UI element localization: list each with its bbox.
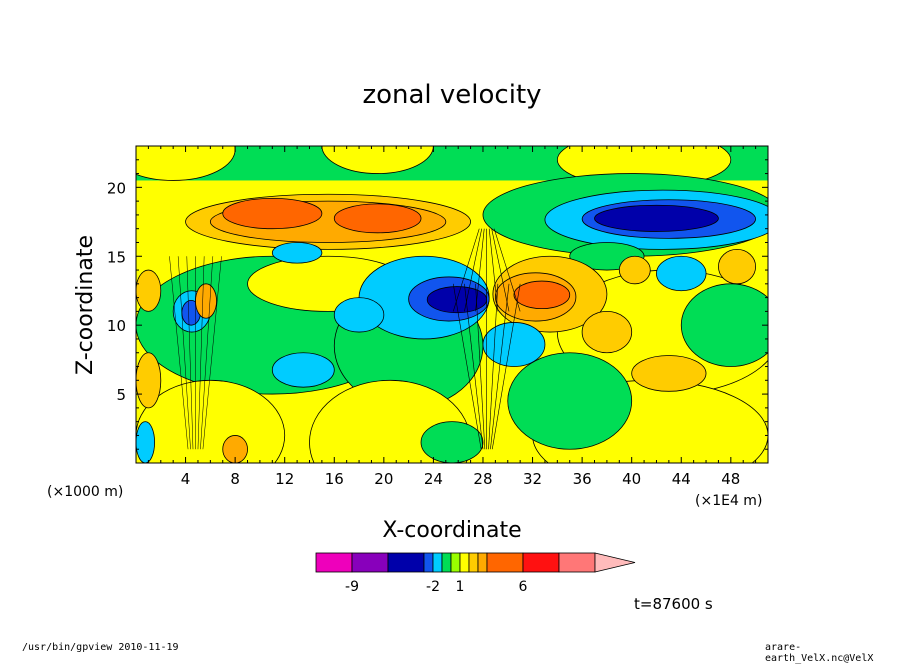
colorbar-swatch xyxy=(558,552,596,573)
contour-line xyxy=(493,228,521,312)
x-tick-label: 12 xyxy=(275,470,294,488)
colorbar-label: -9 xyxy=(345,579,359,595)
contour-line xyxy=(169,256,189,450)
contour-region xyxy=(195,283,217,319)
colorbar-swatch xyxy=(477,552,488,573)
contour-fill xyxy=(136,146,768,463)
contour-region xyxy=(136,146,236,181)
contour-region xyxy=(507,352,633,450)
colorbar-swatch xyxy=(351,552,389,573)
contour-region xyxy=(718,248,757,285)
contour-line xyxy=(177,256,191,450)
x-tick-label: 28 xyxy=(473,470,492,488)
contour-line xyxy=(491,283,521,450)
contour-region xyxy=(333,297,385,333)
x-tick-label: 4 xyxy=(181,470,191,488)
contour-line xyxy=(488,283,499,450)
contour-region xyxy=(271,242,323,264)
y-axis-label: Z-coordinate xyxy=(73,235,98,375)
contour-line xyxy=(475,228,485,312)
colorbar-swatch xyxy=(387,552,425,573)
contour-line xyxy=(464,283,484,450)
y-tick-label: 15 xyxy=(107,248,126,266)
contour-region xyxy=(618,255,651,285)
contour-region xyxy=(222,197,323,230)
contour-line xyxy=(475,283,486,450)
colorbar-swatch xyxy=(459,552,470,573)
time-label: t=87600 s xyxy=(634,595,713,613)
contour-region xyxy=(482,322,546,367)
footer-right: arare-earth_VelX.nc@VelX xyxy=(765,642,874,664)
colorbar-swatch xyxy=(450,552,461,573)
y-tick-label: 20 xyxy=(107,179,126,197)
x-tick-label: 20 xyxy=(374,470,393,488)
contour-line xyxy=(464,228,483,312)
x-tick-label: 36 xyxy=(573,470,592,488)
contour-line xyxy=(491,228,510,312)
contour-region xyxy=(420,421,484,463)
colorbar-label: 1 xyxy=(456,579,465,595)
contour-region xyxy=(631,355,707,392)
colorbar-arrow xyxy=(594,552,636,573)
contour-region xyxy=(594,204,719,232)
x-tick-label: 32 xyxy=(523,470,542,488)
contour-region xyxy=(333,203,422,234)
x-tick-label: 48 xyxy=(721,470,740,488)
colorbar-swatch xyxy=(468,552,479,573)
contour-region xyxy=(656,255,707,292)
contour-line xyxy=(202,256,222,450)
colorbar-swatch xyxy=(441,552,452,573)
contour-line xyxy=(452,228,480,312)
contour-line xyxy=(452,283,482,450)
colorbar-label: -2 xyxy=(426,579,440,595)
x-unit-label: (×1000 m) xyxy=(47,484,123,500)
x-tick-label: 16 xyxy=(325,470,344,488)
colorbar-swatch xyxy=(486,552,524,573)
colorbar-label: 6 xyxy=(519,579,528,595)
contour-region xyxy=(136,379,286,463)
y-axis: 5 10 15 20 xyxy=(107,159,768,450)
colorbar-swatch xyxy=(423,552,434,573)
contour-line xyxy=(200,256,214,450)
x-axis: 4 8 12 16 20 24 28 32 36 40 44 48 xyxy=(147,146,757,488)
contour-line xyxy=(197,256,205,450)
plot-frame xyxy=(135,145,769,464)
contour-region xyxy=(136,269,162,312)
colorbar-swatch xyxy=(432,552,443,573)
contour-region xyxy=(680,283,768,367)
y-tick-label: 10 xyxy=(107,317,126,335)
contour-line xyxy=(490,283,510,450)
x-scale-label: (×1E4 m) xyxy=(695,493,762,509)
footer-left: /usr/bin/gpview 2010-11-19 xyxy=(22,642,179,653)
contour-region xyxy=(136,421,155,463)
contour-region xyxy=(271,352,335,388)
contour-line xyxy=(186,256,194,450)
x-tick-label: 24 xyxy=(424,470,443,488)
x-axis-label: X-coordinate xyxy=(382,518,521,543)
colorbar: -9 -2 1 6 xyxy=(315,552,636,595)
x-tick-label: 8 xyxy=(230,470,240,488)
contour-region xyxy=(581,310,633,354)
colorbar-swatch xyxy=(522,552,560,573)
x-tick-label: 40 xyxy=(622,470,641,488)
contour-line xyxy=(488,228,499,312)
plot-area xyxy=(136,146,768,463)
contour-region xyxy=(136,352,162,409)
colorbar-swatch xyxy=(315,552,353,573)
x-tick-label: 44 xyxy=(672,470,691,488)
chart-title: zonal velocity xyxy=(362,80,541,110)
contour-region xyxy=(513,280,571,310)
y-tick-label: 5 xyxy=(116,386,126,404)
